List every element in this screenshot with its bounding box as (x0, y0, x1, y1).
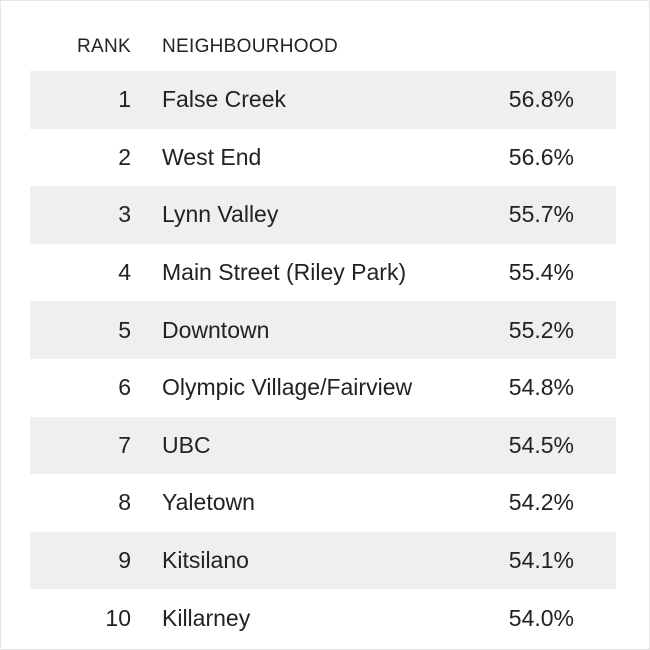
row-rank: 3 (118, 201, 131, 228)
row-rank: 4 (118, 259, 131, 286)
table-row: 4 Main Street (Riley Park) 55.4% (30, 244, 616, 302)
row-rank: 2 (118, 143, 131, 170)
row-value: 54.2% (508, 489, 574, 516)
row-rank: 10 (105, 604, 131, 631)
row-value: 56.8% (508, 86, 574, 113)
row-value: 55.2% (508, 316, 574, 343)
row-value: 54.0% (508, 604, 574, 631)
row-neighbourhood: Downtown (162, 316, 270, 343)
row-rank: 9 (118, 547, 131, 574)
row-neighbourhood: False Creek (162, 86, 286, 113)
table-row: 3 Lynn Valley 55.7% (30, 186, 616, 244)
row-rank: 5 (118, 316, 131, 343)
table-row: 2 West End 56.6% (30, 129, 616, 187)
row-value: 55.4% (508, 259, 574, 286)
row-value: 54.1% (508, 547, 574, 574)
row-value: 54.8% (508, 374, 574, 401)
table-row: 1 False Creek 56.8% (30, 71, 616, 129)
table-row: 6 Olympic Village/Fairview 54.8% (30, 359, 616, 417)
row-rank: 6 (118, 374, 131, 401)
row-value: 54.5% (508, 431, 574, 458)
table-row: 9 Kitsilano 54.1% (30, 531, 616, 590)
table-header: RANK NEIGHBOURHOOD (30, 23, 616, 71)
row-neighbourhood: UBC (162, 431, 211, 458)
row-neighbourhood: Olympic Village/Fairview (162, 374, 413, 401)
row-rank: 8 (118, 489, 131, 516)
table-body: 1 False Creek 56.8% 2 West End 56.6% 3 Lynn Val… (30, 71, 616, 647)
row-value: 56.6% (508, 143, 574, 170)
row-neighbourhood: Killarney (162, 604, 251, 631)
row-value: 55.7% (508, 201, 574, 228)
row-neighbourhood: West End (162, 143, 262, 170)
row-neighbourhood: Lynn Valley (162, 201, 279, 228)
header-neighbourhood: NEIGHBOURHOOD (162, 36, 338, 57)
row-rank: 7 (118, 431, 131, 458)
table-row: 7 UBC 54.5% (30, 416, 616, 475)
row-rank: 1 (118, 86, 131, 113)
table-row: 10 Killarney 54.0% (30, 589, 616, 647)
header-rank: RANK (77, 36, 131, 57)
row-neighbourhood: Main Street (Riley Park) (162, 259, 407, 286)
ranking-table: RANK NEIGHBOURHOOD 1 False Creek 56.8% 2 Wes… (30, 23, 616, 647)
row-neighbourhood: Kitsilano (162, 547, 249, 574)
table-row: 8 Yaletown 54.2% (30, 474, 616, 532)
row-neighbourhood: Yaletown (162, 489, 255, 516)
table-row: 5 Downtown 55.2% (30, 301, 616, 359)
